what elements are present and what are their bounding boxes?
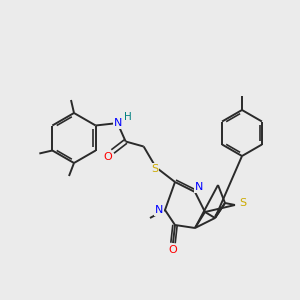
Text: S: S bbox=[239, 198, 247, 208]
Text: H: H bbox=[124, 112, 131, 122]
Text: N: N bbox=[195, 182, 203, 192]
Text: S: S bbox=[151, 164, 158, 173]
Text: N: N bbox=[113, 118, 122, 128]
Text: O: O bbox=[103, 152, 112, 161]
Text: O: O bbox=[169, 245, 177, 255]
Text: N: N bbox=[155, 205, 163, 215]
